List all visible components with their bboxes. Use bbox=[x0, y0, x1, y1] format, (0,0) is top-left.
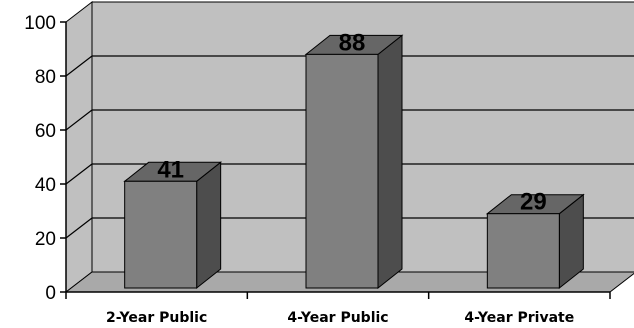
gridlines bbox=[65, 55, 634, 239]
bar bbox=[485, 193, 585, 290]
bar-side bbox=[377, 34, 403, 290]
data-label: 41 bbox=[157, 156, 184, 183]
data-labels: 41 88 29 bbox=[157, 29, 546, 215]
bar bbox=[304, 34, 404, 290]
y-axis-ticks: 0 20 40 60 80 100 bbox=[24, 13, 56, 304]
x-category-label: 4-Year Private bbox=[464, 310, 574, 326]
y-tick-label: 100 bbox=[24, 13, 56, 34]
axes bbox=[60, 21, 611, 299]
side-wall bbox=[65, 0, 93, 294]
data-label: 29 bbox=[520, 189, 547, 216]
bar-side bbox=[196, 161, 222, 290]
y-tick-label: 20 bbox=[35, 229, 56, 250]
bar-front bbox=[305, 53, 379, 289]
bars bbox=[123, 34, 585, 290]
x-category-label: 2-Year Public bbox=[106, 310, 207, 326]
gridline bbox=[65, 217, 634, 239]
gridline bbox=[65, 163, 634, 185]
x-category-label: 4-Year Public bbox=[287, 310, 388, 326]
y-tick-label: 40 bbox=[35, 175, 56, 196]
gridline bbox=[65, 55, 634, 77]
y-tick-label: 60 bbox=[35, 121, 56, 142]
gridline bbox=[65, 109, 634, 131]
y-tick-label: 0 bbox=[45, 283, 56, 304]
bar-front bbox=[486, 213, 560, 289]
data-label: 88 bbox=[339, 29, 366, 56]
y-tick-label: 80 bbox=[35, 67, 56, 88]
bar bbox=[123, 161, 223, 290]
x-axis-categories: 2-Year Public 4-Year Public 4-Year Private bbox=[106, 310, 574, 326]
bar-front bbox=[124, 180, 198, 289]
